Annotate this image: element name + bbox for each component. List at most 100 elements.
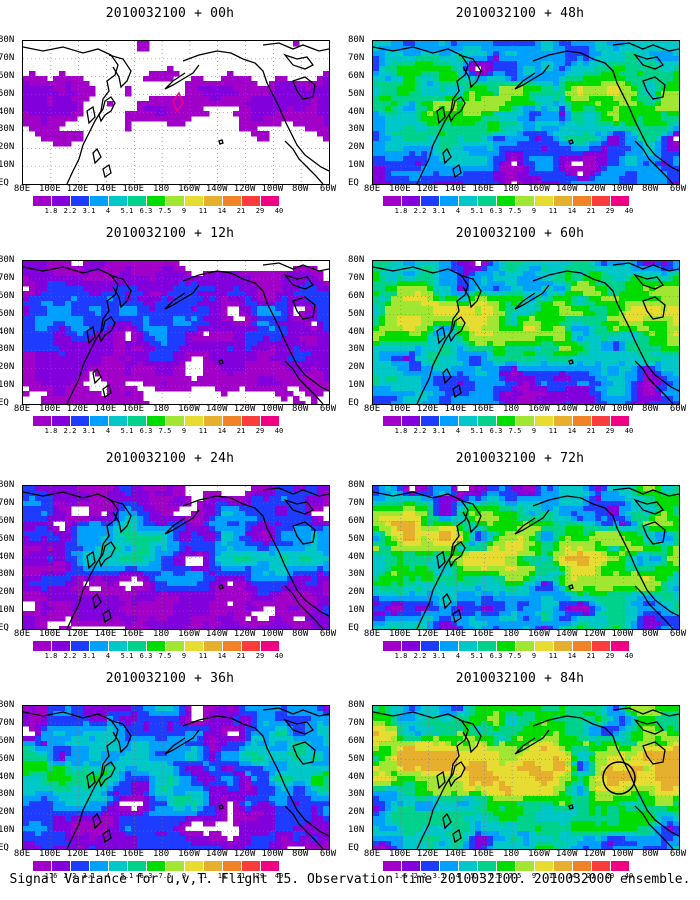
lat-tick-label: 80N xyxy=(0,700,15,710)
lon-tick-label: 180 xyxy=(502,404,520,414)
coastline xyxy=(568,804,574,810)
lon-tick-label: 60W xyxy=(319,629,337,639)
coastline xyxy=(458,54,482,89)
colorbar-swatch xyxy=(383,861,401,871)
colorbar-label: 11 xyxy=(198,427,208,435)
colorbar-swatch xyxy=(223,861,241,871)
lon-tick-label: 100E xyxy=(388,629,411,639)
coastline xyxy=(458,719,482,754)
coastline xyxy=(23,711,119,849)
lat-tick-label: 20N xyxy=(0,807,15,818)
lat-tick-label: 60N xyxy=(0,735,15,746)
lon-tick-label: 80E xyxy=(363,404,381,414)
lon-tick-label: 120E xyxy=(66,404,89,414)
colorbar-swatch xyxy=(554,196,572,206)
signal-variance-map xyxy=(22,485,330,630)
signal-variance-map xyxy=(372,40,680,185)
lat-tick-label: 80N xyxy=(348,480,365,490)
coastline xyxy=(164,64,200,90)
colorbar-swatch xyxy=(147,861,165,871)
coastline xyxy=(108,719,132,754)
colorbar-swatch xyxy=(383,416,401,426)
lon-tick-label: 100E xyxy=(38,184,61,194)
lon-tick-label: 160E xyxy=(472,184,495,194)
colorbar-label: 11 xyxy=(198,207,208,215)
colorbar-swatch xyxy=(440,861,458,871)
colorbar-swatch xyxy=(242,196,260,206)
colorbar-label: 4 xyxy=(105,427,111,435)
colorbar-label: 1.8 xyxy=(394,652,408,660)
lon-tick-label: 160E xyxy=(122,404,145,414)
lon-tick-label: 80E xyxy=(13,404,31,414)
panel-title: 2010032100 + 84h xyxy=(455,671,585,686)
lon-tick-label: 100W xyxy=(611,629,634,639)
colorbar-swatch xyxy=(52,196,70,206)
lon-tick-label: 160E xyxy=(472,404,495,414)
colorbar-label: 6.3 xyxy=(489,652,503,660)
lon-tick-label: 100W xyxy=(261,404,284,414)
lon-tick-label: 120W xyxy=(583,404,606,414)
coastline xyxy=(92,367,102,385)
lon-tick-label: 140W xyxy=(205,849,228,859)
colorbar-swatch xyxy=(166,641,184,651)
colorbar-label: 5.1 xyxy=(470,207,484,215)
coastline xyxy=(436,325,446,345)
coastline xyxy=(568,584,574,590)
lat-tick-label: EQ xyxy=(0,623,9,633)
lon-tick-label: 80W xyxy=(292,849,309,859)
colorbar-swatch xyxy=(440,641,458,651)
coastline xyxy=(98,541,116,568)
lon-tick-label: 60W xyxy=(319,849,337,859)
colorbar-swatch xyxy=(52,861,70,871)
lon-tick-label: 80W xyxy=(642,184,659,194)
lon-tick-label: 160W xyxy=(178,184,200,194)
colorbar-label: 11 xyxy=(548,427,558,435)
coastline xyxy=(532,495,679,617)
lat-tick-label: 70N xyxy=(0,272,15,283)
coastline xyxy=(373,266,469,404)
lat-tick-label: 40N xyxy=(348,326,365,337)
colorbar-swatch xyxy=(459,641,477,651)
coastline xyxy=(262,487,329,497)
lon-tick-label: 100E xyxy=(38,629,61,639)
colorbar-label: 1.8 xyxy=(44,652,58,660)
colorbar-label: 6.3 xyxy=(139,207,153,215)
colorbar-label: 7.5 xyxy=(158,652,172,660)
colorbar-label: 29 xyxy=(605,427,615,435)
map-panel: 2010032100 + 84h 80N 70N 60N 50N 40N 30N 20N 10N… xyxy=(348,665,690,880)
lon-tick-label: 180 xyxy=(502,849,520,859)
lon-tick-label: 80W xyxy=(292,404,309,414)
signal-variance-map xyxy=(22,260,330,405)
colorbar-swatch xyxy=(71,416,89,426)
lat-tick-label: 80N xyxy=(0,35,15,45)
colorbar-swatch xyxy=(128,196,146,206)
lat-tick-label: 10N xyxy=(348,160,365,171)
lat-tick-label: 20N xyxy=(0,362,15,373)
colorbar-swatch xyxy=(592,641,610,651)
lat-tick-label: 10N xyxy=(348,825,365,836)
colorbar-label: 29 xyxy=(255,427,265,435)
coastline xyxy=(284,140,324,184)
colorbar-label: 2.2 xyxy=(63,872,77,880)
colorbar-swatch xyxy=(185,641,203,651)
coastline xyxy=(436,770,446,790)
colorbar-swatch xyxy=(554,641,572,651)
panel-title: 2010032100 + 00h xyxy=(105,6,235,21)
signal-variance-map xyxy=(22,40,330,185)
lon-tick-label: 180 xyxy=(152,404,170,414)
colorbar-label: 4 xyxy=(455,427,461,435)
lat-tick-label: 30N xyxy=(0,569,15,580)
colorbar-label: 9 xyxy=(181,427,187,435)
coastline xyxy=(532,50,679,172)
coastline xyxy=(23,266,119,404)
colorbar-label: 40 xyxy=(274,427,284,435)
coastline xyxy=(283,53,314,70)
lat-tick-label: 40N xyxy=(348,106,365,117)
lon-tick-label: 120E xyxy=(66,849,89,859)
colorbar-label: 29 xyxy=(255,872,265,880)
coastline xyxy=(442,367,452,385)
colorbar-swatch xyxy=(90,416,108,426)
coastline xyxy=(642,521,666,545)
lon-tick-label: 80E xyxy=(363,629,381,639)
map-panel: 2010032100 + 36h 80N 70N 60N 50N 40N 30N 20N 10N… xyxy=(0,665,340,880)
